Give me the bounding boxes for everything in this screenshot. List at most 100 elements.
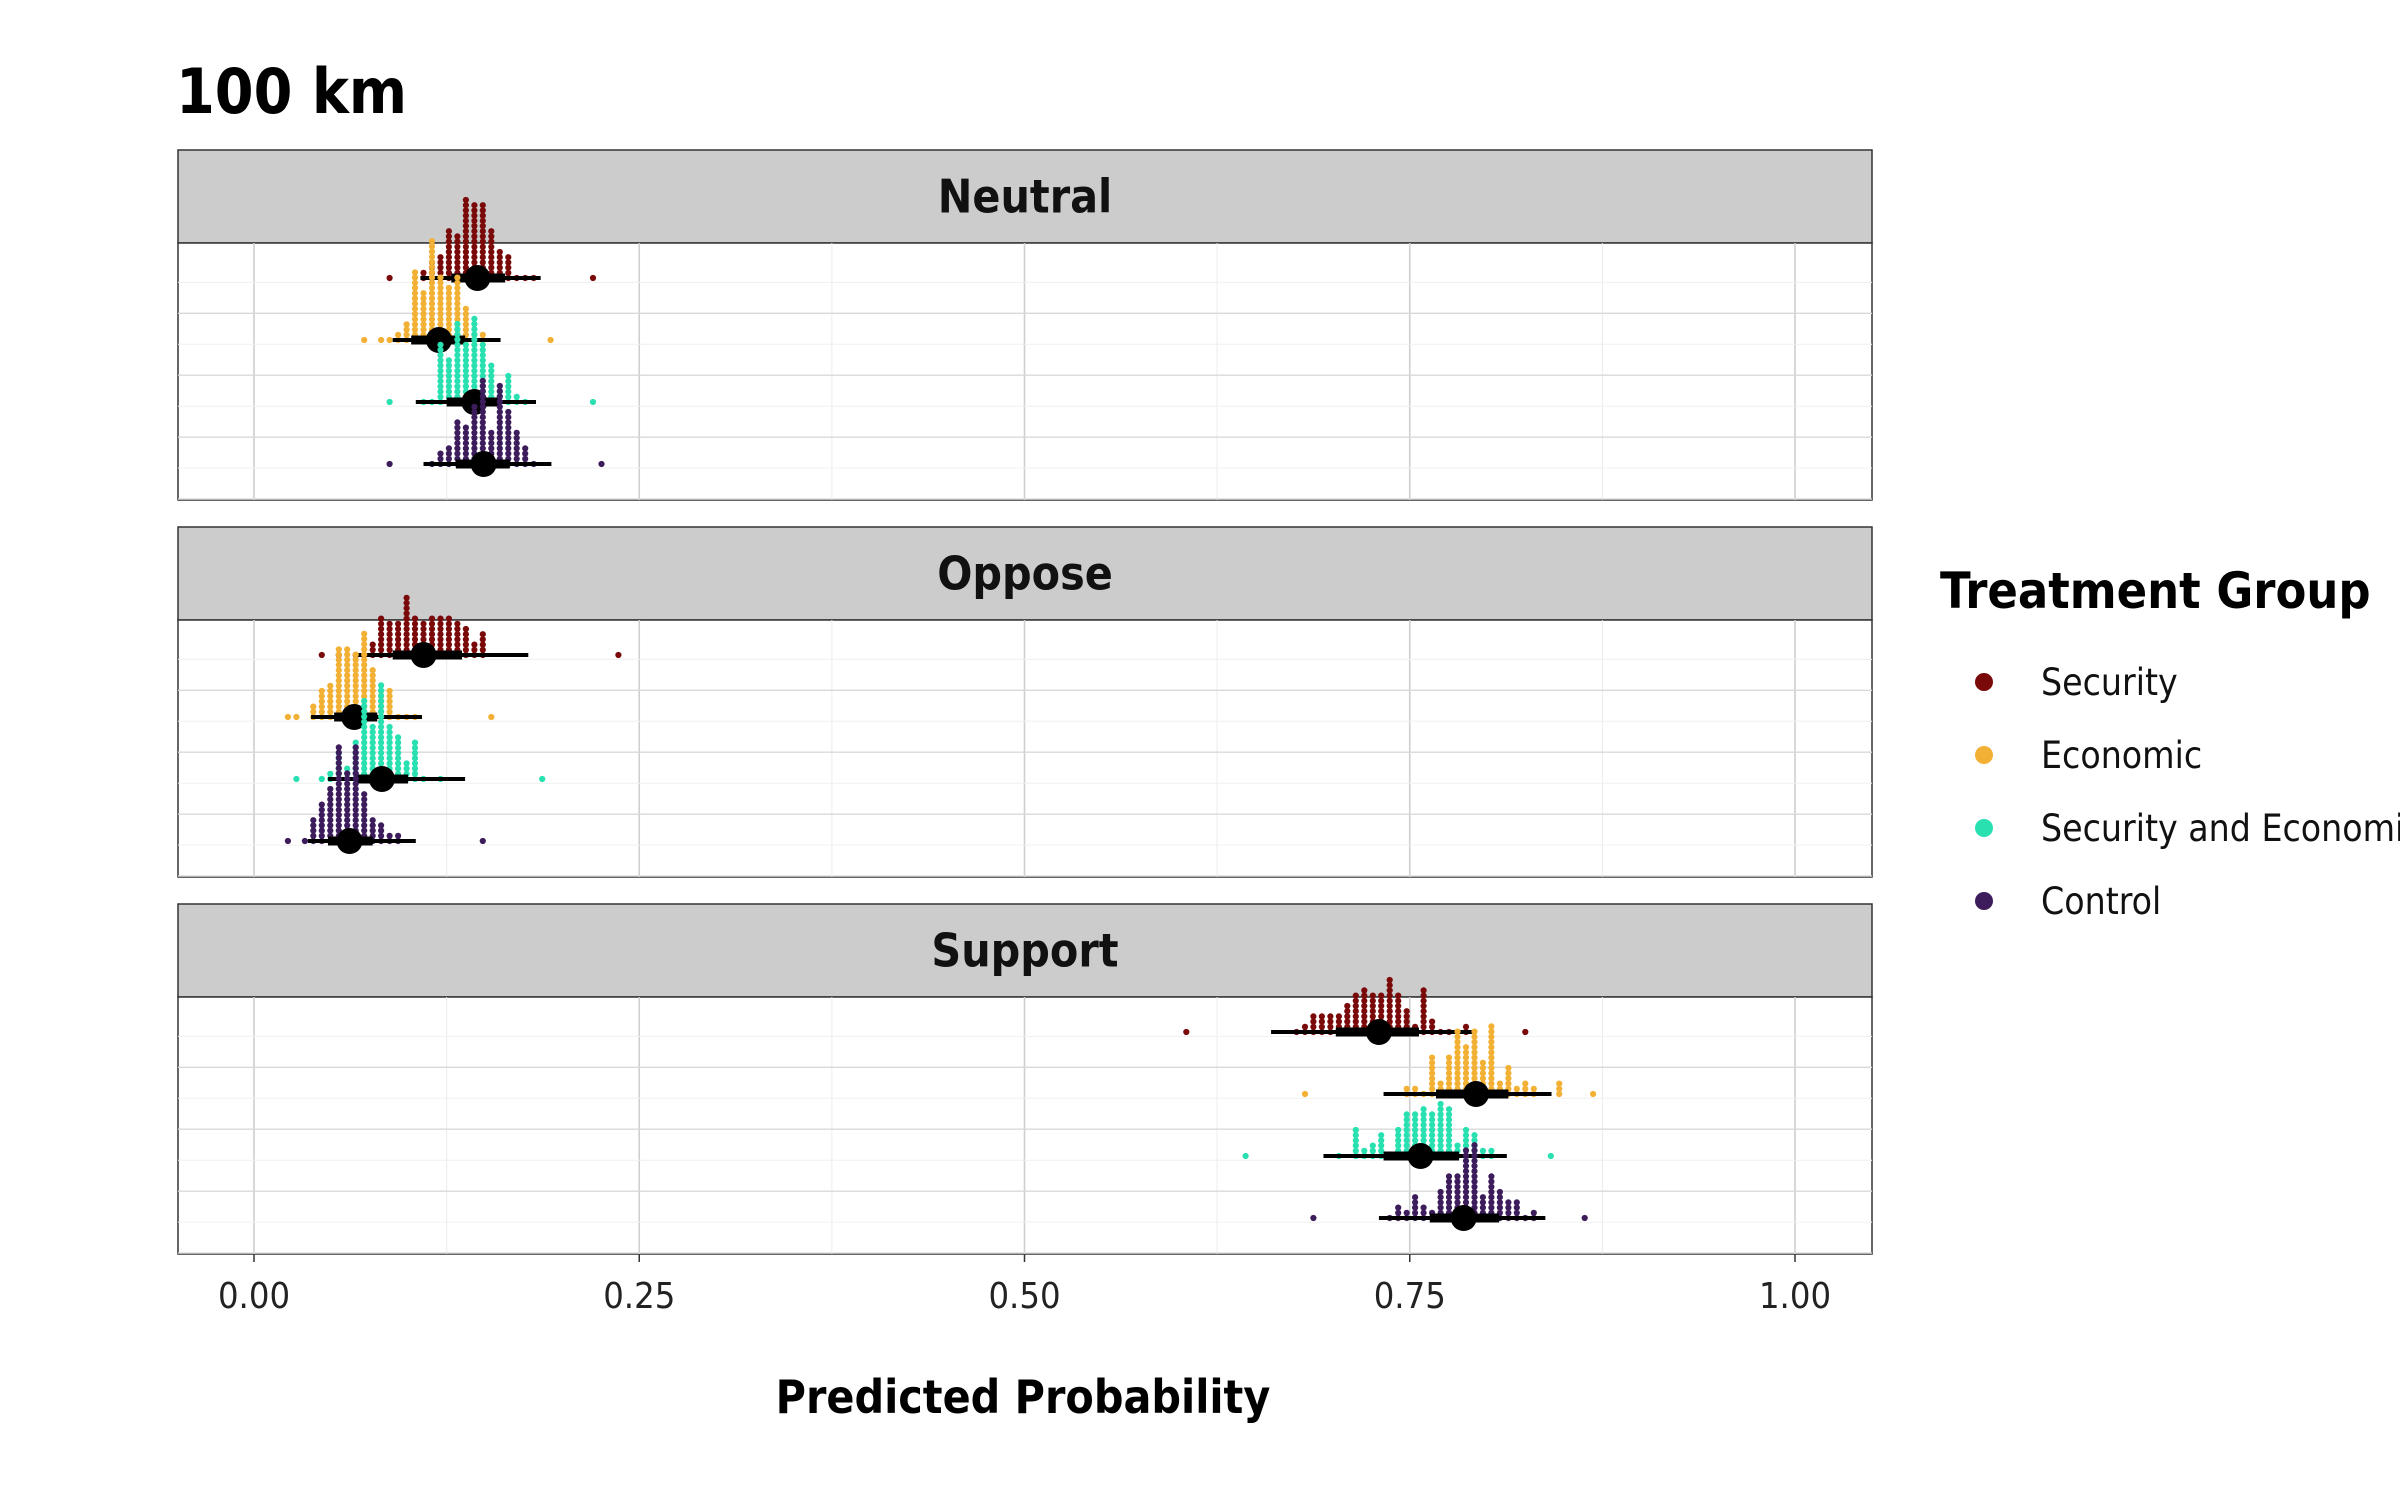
data-point (1505, 1075, 1512, 1082)
data-point (428, 631, 436, 638)
data-point (462, 202, 469, 209)
data-point (428, 248, 436, 255)
data-point (454, 264, 461, 271)
data-point (386, 636, 393, 643)
data-point (420, 290, 427, 297)
data-point (420, 316, 427, 323)
data-point (1352, 1018, 1359, 1025)
data-point (445, 264, 452, 271)
data-point (1412, 1085, 1419, 1092)
data-point (395, 760, 402, 767)
data-point (403, 641, 410, 648)
data-point (462, 316, 469, 323)
data-point (1420, 1111, 1427, 1118)
data-point (386, 698, 393, 705)
data-point (471, 440, 478, 447)
data-point (1479, 1199, 1486, 1206)
data-point (488, 362, 495, 369)
data-point (369, 817, 376, 824)
median-point (425, 327, 452, 353)
data-point (310, 822, 317, 829)
data-point (1513, 1209, 1520, 1216)
data-point (505, 383, 512, 390)
data-point (1462, 1157, 1470, 1164)
data-point (369, 739, 376, 746)
data-point (454, 259, 461, 266)
data-point (462, 346, 469, 354)
data-point (318, 693, 325, 700)
data-point (318, 827, 325, 834)
data-point (462, 357, 469, 364)
data-point (1344, 1008, 1351, 1015)
data-point (1454, 1080, 1461, 1087)
data-point (488, 367, 495, 374)
data-point (327, 698, 334, 705)
data-point (361, 822, 368, 829)
data-point (403, 631, 410, 638)
data-point (1429, 1111, 1436, 1118)
data-point (479, 636, 486, 643)
data-point (437, 290, 444, 297)
data-point (361, 801, 368, 808)
data-point (428, 615, 436, 622)
facet-neutral: Neutral (177, 149, 1873, 501)
data-point (378, 760, 385, 767)
data-point (1522, 1028, 1529, 1036)
data-point (1429, 1132, 1436, 1139)
data-point (335, 682, 342, 689)
data-point (462, 440, 469, 447)
x-axis: 0.00 0.25 0.50 0.75 1.00 (218, 1254, 1831, 1317)
data-point (488, 378, 495, 385)
data-point (505, 440, 512, 447)
data-point (1454, 1064, 1461, 1072)
data-point (352, 822, 359, 829)
data-point (411, 269, 419, 276)
data-point (318, 651, 325, 659)
data-point (361, 811, 368, 819)
data-point (361, 765, 368, 772)
data-point (1488, 1033, 1495, 1040)
data-point (454, 625, 461, 633)
data-point (496, 254, 503, 261)
data-point (352, 656, 359, 663)
legend-key-security (1975, 673, 1993, 691)
data-point (1445, 1116, 1453, 1123)
data-point (361, 760, 368, 767)
data-point (1488, 1054, 1495, 1061)
data-point (1420, 1209, 1427, 1216)
data-point (1403, 1132, 1410, 1139)
data-point (369, 641, 376, 648)
data-point (445, 372, 452, 380)
data-point (361, 693, 368, 700)
data-point (378, 822, 385, 829)
data-point (335, 646, 342, 653)
data-point (1471, 1173, 1478, 1180)
data-point (403, 321, 410, 328)
data-point (1412, 1132, 1419, 1139)
data-point (1556, 1090, 1563, 1098)
data-point (420, 269, 427, 276)
data-point (369, 682, 376, 689)
data-point (462, 362, 469, 369)
data-point (335, 698, 342, 705)
data-point (437, 378, 444, 385)
legend: Treatment Group Security Economic Security… (1940, 562, 2400, 923)
data-point (437, 352, 444, 359)
data-point (378, 697, 385, 705)
data-point (428, 269, 436, 276)
data-point (378, 615, 385, 622)
legend-label: Control (2041, 880, 2161, 923)
data-point (454, 388, 461, 395)
data-point (471, 212, 478, 219)
data-point (352, 785, 359, 793)
data-point (395, 641, 402, 648)
data-point (454, 274, 461, 281)
data-point (462, 238, 469, 245)
data-point (445, 631, 452, 638)
data-point (488, 440, 495, 447)
data-point (1403, 1085, 1410, 1092)
data-point (411, 631, 419, 638)
data-point (1454, 1188, 1461, 1196)
data-point (344, 677, 351, 684)
data-point (1437, 1100, 1444, 1108)
